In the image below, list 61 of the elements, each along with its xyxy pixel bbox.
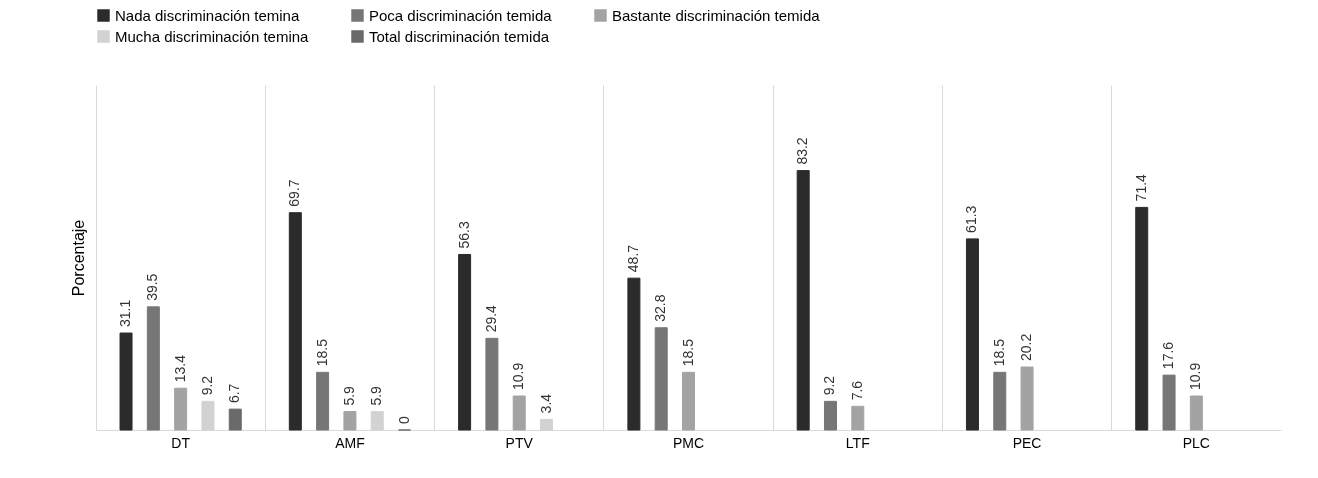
- bar: [1135, 206, 1149, 431]
- data-label: 10.9: [510, 362, 527, 391]
- x-tick-label: PTV: [505, 434, 534, 451]
- x-tick-label: PEC: [1012, 434, 1042, 451]
- bar: [458, 253, 472, 431]
- data-label: 18.5: [990, 338, 1007, 367]
- bar: [119, 332, 133, 431]
- data-label: 61.3: [963, 205, 980, 233]
- x-tick-label: LTF: [845, 434, 870, 451]
- x-tick-label: PMC: [672, 434, 705, 451]
- data-label: 9.2: [821, 375, 838, 396]
- x-tick-label: AMF: [335, 434, 365, 451]
- bar: [993, 371, 1007, 431]
- bar: [1162, 374, 1176, 431]
- data-label: 5.9: [340, 385, 357, 406]
- bar: [851, 405, 865, 431]
- bar: [485, 337, 499, 431]
- bar: [654, 327, 668, 431]
- bar: [796, 170, 810, 431]
- legend-label: Nada discriminación temina: [115, 6, 300, 24]
- bar: [512, 395, 526, 431]
- data-label: 18.5: [679, 338, 696, 367]
- data-label: 18.5: [313, 338, 330, 367]
- legend-label: Poca discriminación temida: [369, 6, 553, 24]
- legend-label: Bastante discriminación temida: [612, 6, 821, 24]
- bar: [316, 371, 330, 431]
- bar: [343, 411, 357, 431]
- bar: [288, 212, 302, 431]
- data-label: 31.1: [117, 299, 134, 328]
- data-label: 69.7: [286, 179, 303, 207]
- legend-label: Total discriminación temida: [369, 27, 550, 45]
- x-tick-label: DT: [171, 434, 191, 451]
- bar: [146, 306, 160, 431]
- data-label: 83.2: [794, 137, 811, 165]
- data-label: 48.7: [624, 244, 641, 273]
- data-label: 7.6: [848, 380, 865, 401]
- data-label: 29.4: [482, 304, 499, 333]
- data-label: 13.4: [171, 354, 188, 383]
- bar: [1189, 395, 1203, 431]
- bar: [174, 387, 188, 431]
- data-label: 10.9: [1187, 362, 1204, 391]
- data-label: 9.2: [198, 375, 215, 396]
- data-label: 20.2: [1018, 333, 1035, 362]
- data-label: 39.5: [144, 273, 161, 301]
- data-label: 17.6: [1160, 341, 1177, 370]
- x-tick-label: PLC: [1182, 434, 1210, 451]
- data-label: 71.4: [1132, 173, 1149, 202]
- data-label: 0: [395, 416, 412, 424]
- data-label: 5.9: [368, 385, 385, 406]
- data-label: 56.3: [455, 221, 472, 249]
- data-label: 3.4: [537, 393, 554, 414]
- bar: [682, 371, 695, 431]
- bar: [965, 238, 979, 431]
- bar: [627, 277, 641, 431]
- legend-label: Mucha discriminación temina: [115, 27, 310, 45]
- bar: [228, 408, 242, 431]
- data-label: 6.7: [226, 383, 243, 404]
- bar: [1020, 366, 1034, 431]
- data-label: 32.8: [652, 294, 669, 322]
- y-axis-title: Porcentaje: [69, 219, 87, 297]
- bar: [823, 400, 837, 431]
